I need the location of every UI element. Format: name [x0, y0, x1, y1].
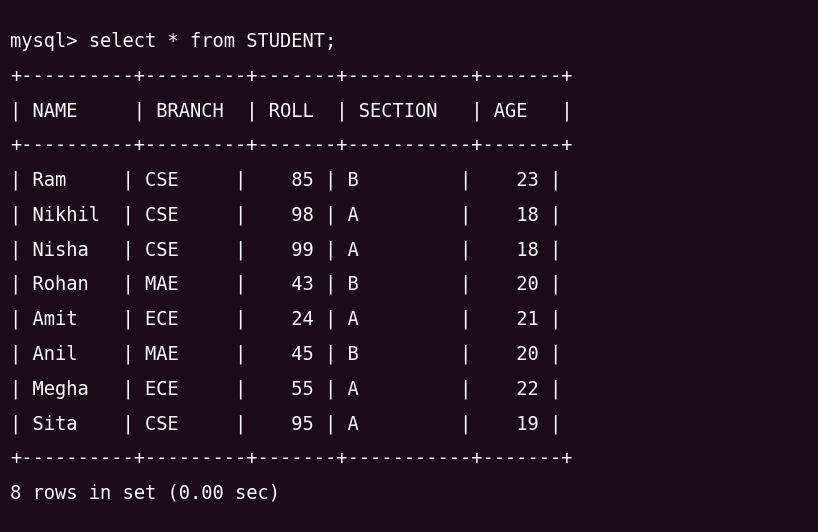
Text: +----------+---------+-------+-----------+-------+: +----------+---------+-------+----------…	[10, 449, 573, 468]
Text: | Nikhil  | CSE     |    98 | A         |    18 |: | Nikhil | CSE | 98 | A | 18 |	[10, 205, 561, 225]
Text: 8 rows in set (0.00 sec): 8 rows in set (0.00 sec)	[10, 484, 280, 503]
Text: +----------+---------+-------+-----------+-------+: +----------+---------+-------+----------…	[10, 66, 573, 86]
Text: | Rohan   | MAE     |    43 | B         |    20 |: | Rohan | MAE | 43 | B | 20 |	[10, 275, 561, 295]
Text: | NAME     | BRANCH  | ROLL  | SECTION   | AGE   |: | NAME | BRANCH | ROLL | SECTION | AGE |	[10, 101, 573, 121]
Text: | Anil    | MAE     |    45 | B         |    20 |: | Anil | MAE | 45 | B | 20 |	[10, 345, 561, 364]
Text: mysql> select * from STUDENT;: mysql> select * from STUDENT;	[10, 32, 336, 51]
Text: | Ram     | CSE     |    85 | B         |    23 |: | Ram | CSE | 85 | B | 23 |	[10, 171, 561, 190]
Text: +----------+---------+-------+-----------+-------+: +----------+---------+-------+----------…	[10, 136, 573, 155]
Text: | Megha   | ECE     |    55 | A         |    22 |: | Megha | ECE | 55 | A | 22 |	[10, 379, 561, 399]
Text: | Amit    | ECE     |    24 | A         |    21 |: | Amit | ECE | 24 | A | 21 |	[10, 310, 561, 329]
Text: | Sita    | CSE     |    95 | A         |    19 |: | Sita | CSE | 95 | A | 19 |	[10, 414, 561, 434]
Text: | Nisha   | CSE     |    99 | A         |    18 |: | Nisha | CSE | 99 | A | 18 |	[10, 240, 561, 260]
